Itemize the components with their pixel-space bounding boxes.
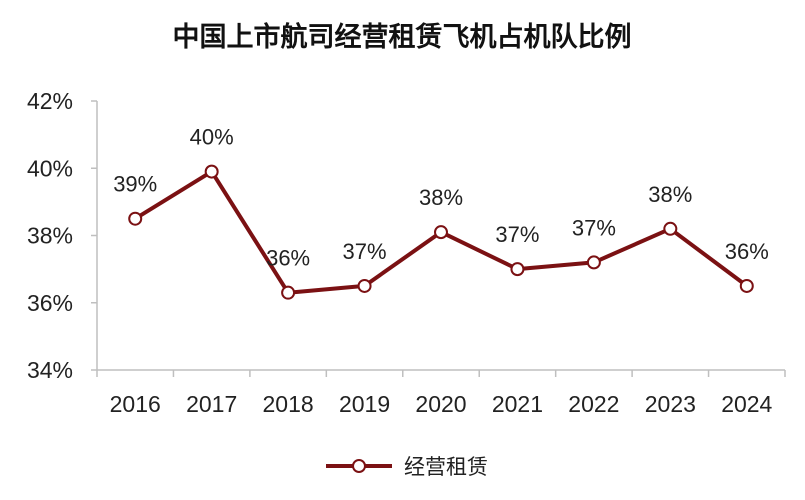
data-point <box>281 285 296 300</box>
x-tick-label: 2016 <box>110 391 161 417</box>
x-tick-label: 2023 <box>645 391 696 417</box>
y-tick-label: 34% <box>27 357 73 383</box>
data-label: 39% <box>113 172 157 197</box>
x-tick-label: 2017 <box>186 391 237 417</box>
data-point <box>510 262 525 277</box>
data-point <box>663 221 678 236</box>
chart-title: 中国上市航司经营租赁飞机占机队比例 <box>173 21 632 53</box>
data-point <box>739 278 754 293</box>
y-tick-label: 38% <box>27 223 73 249</box>
legend-marker <box>352 459 366 473</box>
data-point <box>357 278 372 293</box>
data-label: 38% <box>648 182 692 207</box>
y-tick-label: 42% <box>27 88 73 114</box>
data-label: 38% <box>419 185 463 210</box>
y-axis-ticks: 34% 36% 38% 40% 42% <box>27 88 97 383</box>
series-group <box>128 164 754 300</box>
x-tick-label: 2019 <box>339 391 390 417</box>
x-axis-ticks: 2016 2017 2018 2019 2020 2021 2022 2023 2024 <box>96 370 786 417</box>
legend: 经营租赁 <box>326 455 488 479</box>
data-label: 37% <box>495 222 539 247</box>
data-label: 36% <box>266 246 310 271</box>
y-tick-label: 36% <box>27 290 73 316</box>
x-tick-label: 2018 <box>263 391 314 417</box>
data-label: 36% <box>725 239 769 264</box>
data-label: 37% <box>572 215 616 240</box>
data-point <box>434 225 448 240</box>
x-tick-label: 2022 <box>568 391 619 417</box>
legend-label: 经营租赁 <box>404 455 488 479</box>
x-tick-label: 2024 <box>721 391 772 417</box>
data-label: 37% <box>343 239 387 264</box>
x-tick-label: 2020 <box>415 391 466 417</box>
data-point <box>586 255 601 270</box>
data-point <box>204 164 219 179</box>
x-tick-label: 2021 <box>492 391 543 417</box>
data-label: 40% <box>190 125 234 150</box>
y-tick-label: 40% <box>27 155 73 181</box>
data-point <box>128 211 143 226</box>
data-labels: 39% 40% 36% 37% 38% 37% 37% 38% 36% <box>113 125 769 271</box>
